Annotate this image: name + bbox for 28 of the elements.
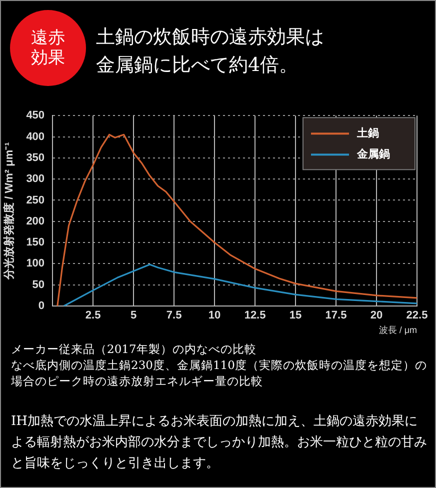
y-tick-label: 400 (26, 130, 45, 143)
x-tick-label: 12.5 (244, 310, 266, 322)
y-tick-label: 150 (26, 236, 45, 249)
chart-title: 土鍋の炊飯時の遠赤効果は金属鍋に比べて約4倍。 (96, 25, 325, 78)
x-tick-label: 2.5 (85, 310, 101, 322)
text: なべ底内側の温度土鍋230度、金属鍋110度（実際の炊飯時の温度を想定）の場合のピーク時の遠赤放射エネルギー量の比較 (11, 357, 428, 389)
y-tick-label: 50 (32, 278, 45, 291)
x-tick-label: 5 (130, 310, 137, 322)
y-tick-label: 200 (26, 215, 45, 228)
x-tick-label: 20 (370, 310, 383, 322)
text: メーカー従来品（2017年製）の内なべの比較 (11, 341, 258, 357)
x-tick-label: 22.5 (406, 310, 428, 322)
x-tick-label: 17.5 (325, 310, 347, 322)
text: IH加熱での水温上昇によるお米表面の加熱に加え、土鍋の遠赤効果による輻射熱がお米内部の水分までしっかり加熱。お米一粒ひと粒の甘みと旨味をじっくりと引き出します。 (11, 413, 428, 473)
y-tick-label: 300 (26, 173, 45, 186)
x-tick-label: 10 (208, 310, 221, 322)
text: 遠赤効果 (30, 28, 66, 68)
x-tick-label: 7.5 (166, 310, 182, 322)
x-tick-label: 15 (289, 310, 302, 322)
y-tick-label: 350 (26, 152, 45, 164)
y-tick-label: 450 (26, 110, 45, 122)
legend-label: 土鍋 (356, 126, 379, 140)
x-axis-title: 波長 / μm (378, 325, 417, 336)
y-axis-title: 分光放射発散度 / Wm² μm⁻¹ (2, 142, 16, 280)
legend-label: 金属鍋 (356, 147, 390, 160)
y-tick-label: 250 (26, 194, 45, 206)
y-tick-label: 100 (26, 258, 45, 270)
y-tick-label: 0 (38, 300, 45, 312)
